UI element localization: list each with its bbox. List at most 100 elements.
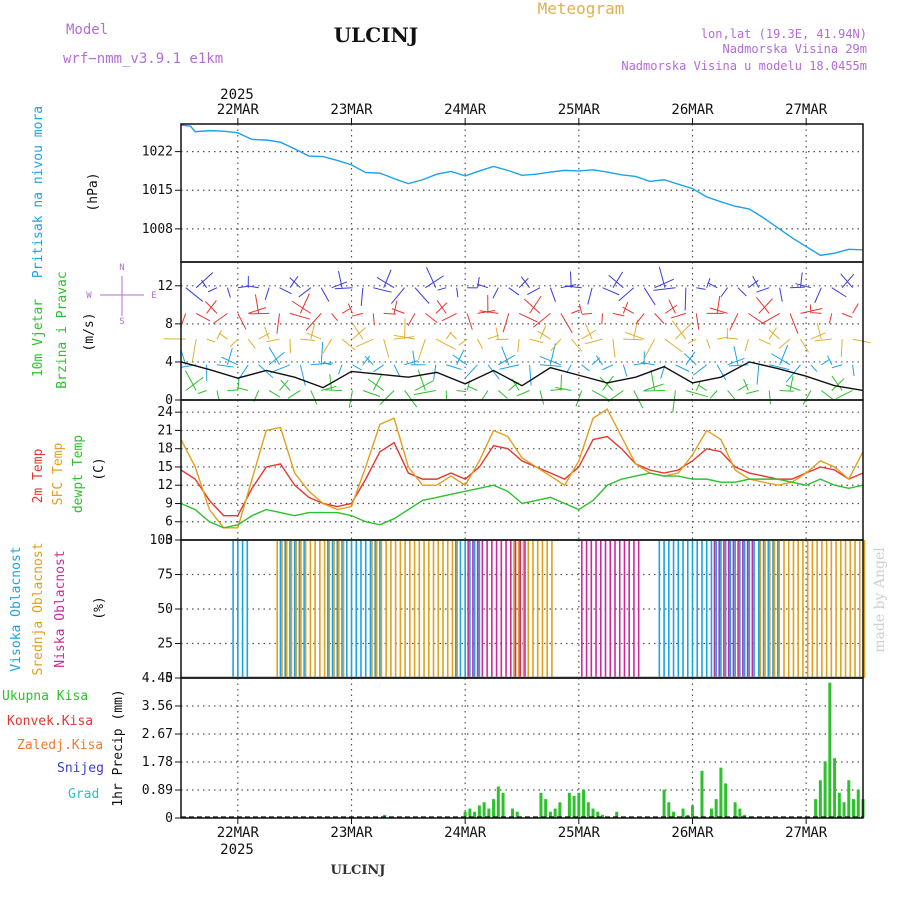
wind-arrow-321 [835,390,853,400]
wind-arrow-158 [496,338,509,341]
ytick-label-4-3: 2.67 [142,727,173,742]
wind-arrow-34 [248,307,267,314]
wind-arrow-50 [279,287,292,295]
wind-arrow-192 [581,364,590,372]
wind-arrow-322 [852,364,855,377]
wind-arrow-98 [383,338,390,358]
ytick-label-2-3: 12 [157,478,173,493]
ytick-label-1-1: 4 [165,355,173,370]
wind-arrow-305 [795,283,812,289]
wind-arrow-298 [800,338,809,353]
wind-arrow-225 [643,287,656,306]
wind-arrow-260 [707,282,718,289]
wind-arrow-46 [279,379,289,391]
wind-arrow-199 [581,312,593,315]
wind-arrow-184 [560,313,573,334]
wind-arrow-276 [746,389,759,395]
precip-bar-42 [823,761,827,818]
wind-arrow-267 [733,346,739,365]
day-label-top-1: 23MAR [330,102,373,118]
precip-bar-5 [482,802,486,818]
wind-arrow-29 [237,313,247,330]
wind-arrow-69 [305,313,322,331]
wind-arrow-127 [446,364,462,370]
precip-bar-48 [852,799,856,818]
wind-arrow-304 [809,304,812,314]
wind-arrow-143 [477,338,484,349]
wind-arrow-287 [779,344,789,365]
wind-arrow-1 [185,376,204,391]
wind-arrow-168 [529,338,544,344]
day-label-bottom-3: 25MAR [558,825,601,841]
precip-bar-44 [833,758,837,818]
wind-arrow-235 [658,266,666,288]
wind-arrow-84 [347,303,353,314]
wind-arrow-51 [280,379,291,391]
wind-arrow-183 [550,338,562,352]
wind-arrow-215 [608,274,624,289]
day-label-bottom-4: 26MAR [671,825,714,841]
wind-arrow-124 [435,302,448,314]
wind-arrow-166 [516,390,530,397]
wind-arrow-204 [601,313,604,325]
wind-arrow-59 [299,293,310,314]
ytick-label-1-2: 8 [165,317,173,332]
wind-arrow-261 [727,390,736,400]
wind-arrow-170 [520,276,530,288]
wind-arrow-169 [529,295,542,314]
wind-arrow-164 [518,312,538,323]
wind-arrow-30 [237,285,249,289]
wind-arrow-62 [310,362,333,366]
wind-arrow-282 [769,364,790,371]
ytick-label-3-4: 100 [150,533,173,548]
credit-text: made by Angel [872,547,888,653]
wind-arrow-25 [226,287,231,298]
wind-unit: (m/s) [82,312,97,351]
wind-arrow-265 [720,287,728,298]
wind-arrow-308 [816,322,822,340]
wind-arrow-95 [373,287,392,293]
wind-arrow-141 [467,385,478,391]
cloud-label-low: Niska Oblacnost [53,550,68,667]
wind-arrow-181 [560,374,563,391]
wind-arrow-74 [331,313,338,321]
wind-arrow-116 [417,369,426,391]
wind-arrow-75 [331,281,348,289]
wind-arrow-57 [299,364,306,386]
cloud-unit: (%) [92,596,107,619]
precip-bar-16 [558,802,562,818]
wind-arrow-52 [270,364,291,374]
wind-arrow-314 [828,313,833,324]
altitude-text: Nadmorska Visina 29m [723,42,868,56]
wind-arrow-303 [810,332,826,340]
wind-arrow-153 [495,327,499,340]
wind-arrow-186 [555,386,572,391]
precip-bar-22 [591,808,595,818]
ytick-label-2-2: 9 [165,496,173,511]
wind-arrow-85 [334,287,353,290]
wind-arrow-109 [391,308,405,314]
wind-arrow-5 [185,287,204,302]
panel-frame-1 [180,261,864,401]
wind-arrow-299 [800,308,823,314]
wind-arrow-319 [841,312,853,318]
wind-arrow-196 [591,390,608,400]
day-label-top-0: 22MAR [217,102,260,118]
wind-arrow-24 [212,312,228,324]
cloud-label-mid: Srednja Oblacnost [31,542,46,675]
wind-arrow-76 [325,389,343,391]
wind-arrow-87 [362,355,371,366]
day-label-bottom-0: 22MAR [217,825,260,841]
precip-bar-3 [473,811,477,818]
precip-bar-27 [667,802,671,818]
wind-arrow-251 [698,384,707,391]
wind-arrow-240 [653,287,676,291]
precip-legend-total: Ukupna Kisa [2,689,88,704]
wind-arrow-165 [518,277,529,289]
wind-arrow-79 [341,307,351,314]
precip-bar-46 [842,802,846,818]
precip-bar-10 [511,808,515,818]
precip-bar-11 [515,811,519,818]
precip-bar-38 [738,808,742,818]
wind-arrow-200 [587,287,593,305]
